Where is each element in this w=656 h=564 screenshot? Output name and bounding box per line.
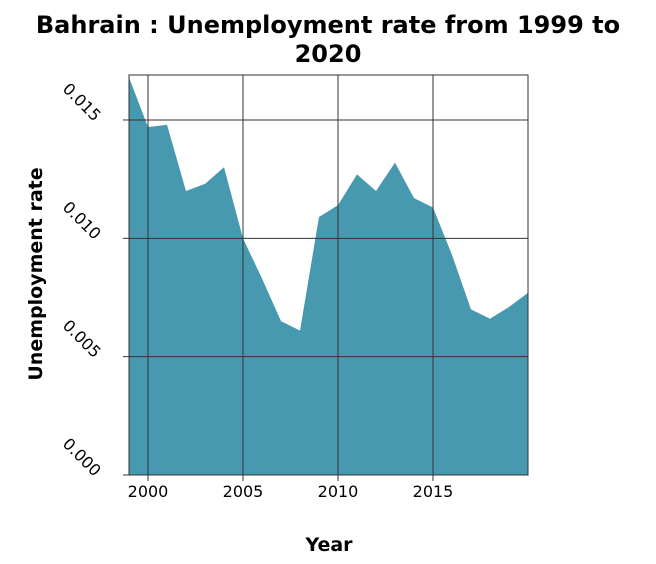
y-axis-label: Unemployment rate bbox=[25, 167, 47, 380]
plot-area: 2000 2005 2010 2015 0.000 0.005 0.010 0.015 bbox=[59, 74, 529, 501]
x-tick-label-2005: 2005 bbox=[223, 482, 264, 501]
y-tick-label-3: 0.015 bbox=[59, 79, 105, 125]
x-tick-label-2015: 2015 bbox=[413, 482, 454, 501]
chart-title-line-1: Bahrain : Unemployment rate from 1999 to bbox=[36, 11, 620, 39]
series-area-0 bbox=[129, 77, 528, 475]
x-axis-label: Year bbox=[304, 534, 353, 556]
plot-frame bbox=[128, 74, 529, 476]
chart-title-line-2: 2020 bbox=[295, 40, 362, 68]
x-tick-label-2000: 2000 bbox=[128, 482, 169, 501]
y-tick-label-1: 0.005 bbox=[59, 316, 105, 362]
y-tick-label-2: 0.010 bbox=[59, 198, 105, 244]
x-tick-label-2010: 2010 bbox=[318, 482, 359, 501]
y-tick-label-0: 0.000 bbox=[59, 434, 105, 480]
